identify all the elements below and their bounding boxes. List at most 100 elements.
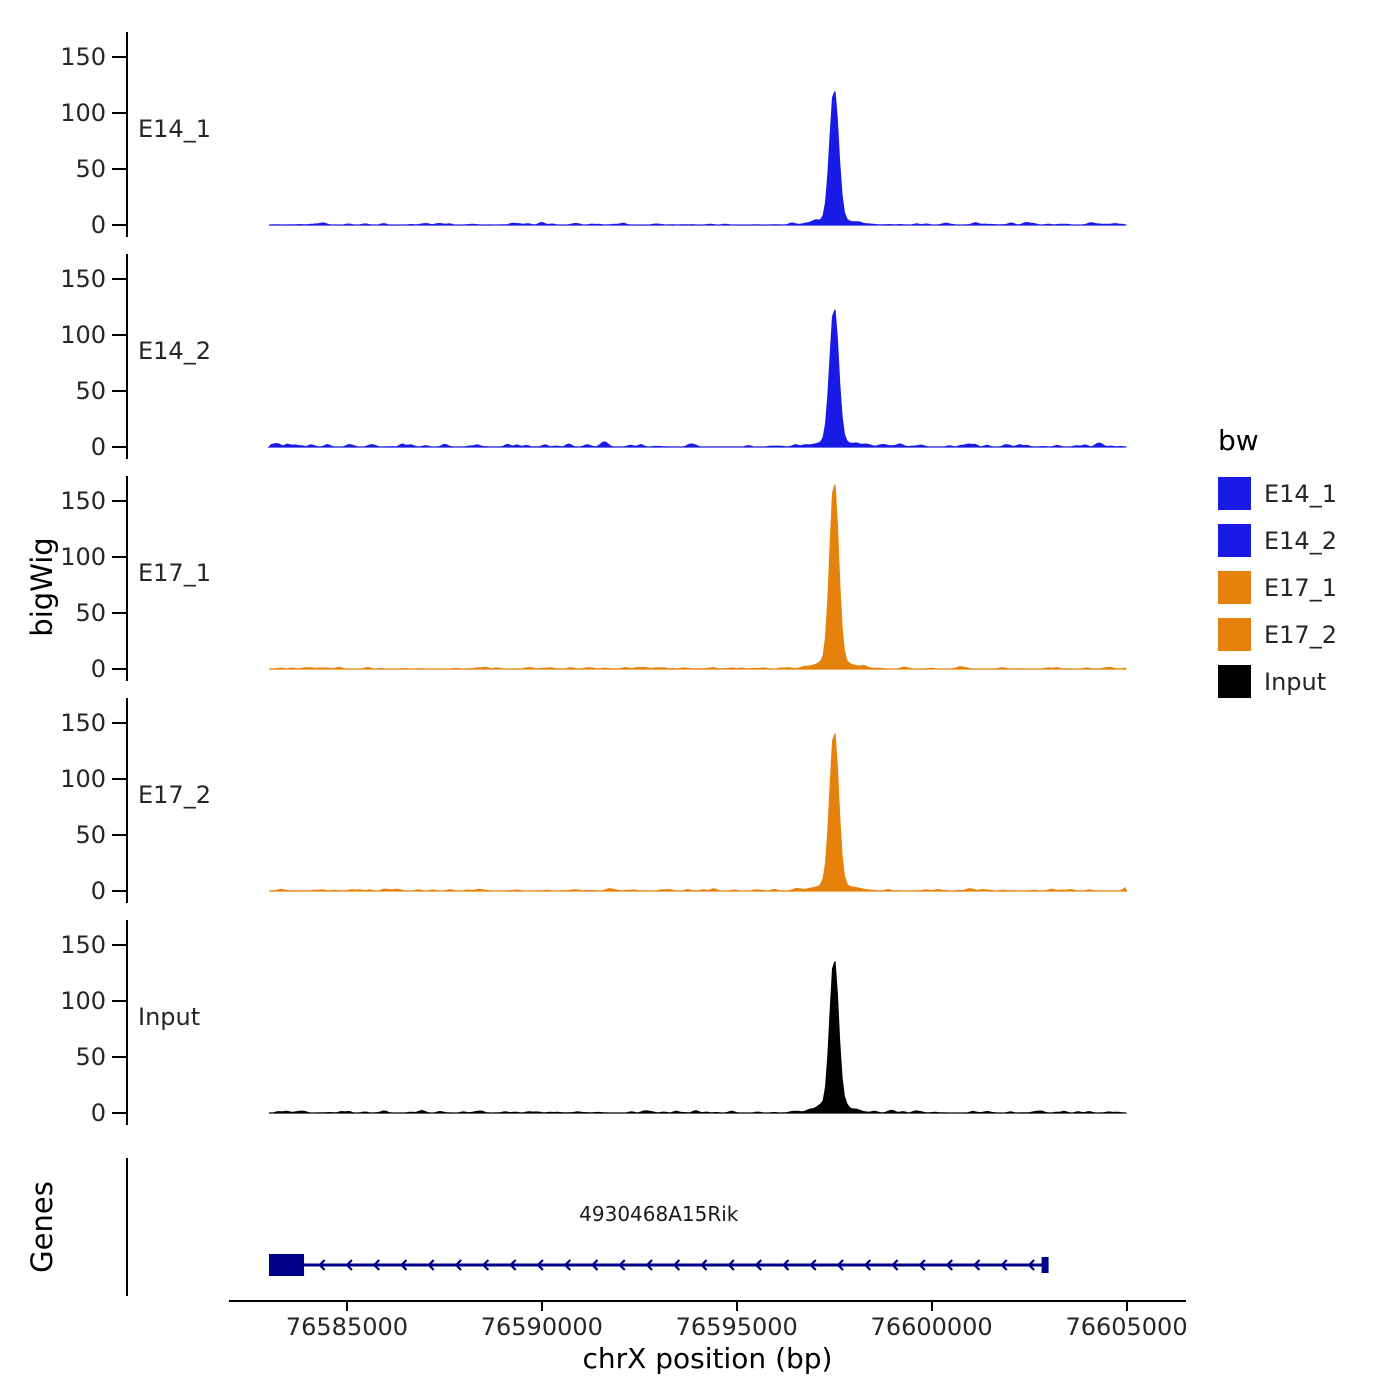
track-signal-E14_1: [269, 91, 1127, 226]
y-tick-label: 150: [60, 265, 106, 293]
y-axis-line: [126, 254, 128, 459]
y-tick-mark: [112, 778, 126, 780]
track-signal-E17_2: [268, 733, 1128, 892]
y-axis-title-genes: Genes: [25, 1181, 59, 1273]
x-tick-mark: [1125, 1302, 1128, 1311]
strand-arrow-icon: [781, 1259, 790, 1271]
x-tick-mark: [540, 1302, 543, 1311]
x-tick-label: 76590000: [480, 1313, 603, 1341]
x-axis-line: [229, 1300, 1186, 1302]
track-label: E14_2: [138, 337, 211, 365]
y-tick-label: 150: [60, 709, 106, 737]
legend-label: E17_1: [1264, 573, 1337, 602]
signal-area-E14_1: [269, 91, 1127, 226]
track-panel-E14_1: 0 50 100 150 E14_1: [0, 32, 1400, 254]
y-tick-label: 50: [75, 377, 106, 405]
y-tick-mark: [112, 890, 126, 892]
y-tick-label: 0: [90, 1099, 106, 1127]
y-tick-mark: [112, 556, 126, 558]
strand-arrow-icon: [891, 1259, 899, 1271]
legend-label: E14_2: [1264, 526, 1337, 555]
x-tick-mark: [930, 1302, 933, 1311]
x-tick-mark: [345, 1302, 348, 1311]
strand-arrow-icon: [427, 1259, 435, 1271]
y-tick-mark: [112, 500, 126, 502]
y-axis-line: [126, 476, 128, 681]
y-axis-line: [126, 698, 128, 903]
strand-arrow-icon: [509, 1259, 517, 1271]
y-tick-mark: [112, 56, 126, 58]
strand-arrow-icon: [836, 1259, 844, 1271]
track-panel-E14_2: 0 50 100 150 E14_2: [0, 254, 1400, 476]
signal-area-Input: [269, 961, 1127, 1114]
strand-arrow-icon: [945, 1259, 954, 1271]
legend-entry-E14_1: E14_1: [1218, 477, 1337, 510]
legend-swatch: [1218, 618, 1251, 651]
y-tick-mark: [112, 112, 126, 114]
legend-entry-E17_1: E17_1: [1218, 571, 1337, 604]
strand-arrow-icon: [318, 1259, 326, 1271]
y-tick-mark: [112, 722, 126, 724]
legend: bw E14_1 E14_2 E17_1 E17_2 Input: [1218, 424, 1337, 712]
x-axis-title: chrX position (bp): [582, 1342, 833, 1375]
y-tick-label: 50: [75, 1043, 106, 1071]
signal-area-E17_2: [268, 733, 1128, 892]
gene-end-cap: [1041, 1257, 1049, 1273]
track-label: Input: [138, 1003, 201, 1031]
strand-arrow-icon: [372, 1259, 381, 1271]
y-tick-label: 0: [90, 211, 106, 239]
y-tick-mark: [112, 668, 126, 670]
strand-arrow-icon: [590, 1259, 599, 1271]
strand-arrow-icon: [454, 1259, 462, 1271]
y-tick-label: 150: [60, 43, 106, 71]
track-label: E14_1: [138, 115, 211, 143]
track-signal-E17_1: [269, 484, 1127, 670]
x-tick-label: 76585000: [285, 1313, 409, 1341]
y-tick-label: 50: [75, 821, 106, 849]
y-tick-label: 0: [90, 655, 106, 683]
y-axis-line: [126, 920, 128, 1125]
y-tick-label: 150: [60, 487, 106, 515]
legend-entry-Input: Input: [1218, 665, 1337, 698]
strand-arrow-icon: [809, 1259, 817, 1271]
legend-entries: E14_1 E14_2 E17_1 E17_2 Input: [1218, 477, 1337, 698]
strand-arrow-icon: [481, 1259, 490, 1271]
y-tick-mark: [112, 1000, 126, 1002]
y-tick-label: 100: [60, 99, 106, 127]
y-tick-label: 50: [75, 155, 106, 183]
legend-swatch: [1218, 477, 1251, 510]
track-signal-E14_2: [267, 309, 1127, 448]
legend-swatch: [1218, 665, 1251, 698]
y-tick-label: 0: [90, 433, 106, 461]
gene-intron-line: [304, 1263, 1049, 1267]
strand-arrow-icon: [672, 1259, 681, 1271]
track-panel-E17_2: 0 50 100 150 E17_2: [0, 698, 1400, 920]
track-label: E17_2: [138, 781, 211, 809]
strand-arrow-icon: [863, 1259, 872, 1271]
track-panel-Input: 0 50 100 150 Input: [0, 920, 1400, 1142]
y-tick-mark: [112, 1056, 126, 1058]
x-tick-mark: [735, 1302, 738, 1311]
y-tick-mark: [112, 168, 126, 170]
genes-axis-line: [126, 1158, 128, 1296]
y-tick-label: 100: [60, 765, 106, 793]
strand-arrow-icon: [618, 1259, 626, 1271]
strand-arrow-icon: [563, 1259, 572, 1271]
y-tick-mark: [112, 224, 126, 226]
legend-entry-E14_2: E14_2: [1218, 524, 1337, 557]
track-label: E17_1: [138, 559, 211, 587]
legend-label: E14_1: [1264, 479, 1337, 508]
x-axis: 76585000 76590000 76595000 76600000 76605000: [0, 1300, 1400, 1360]
x-tick-label: 76600000: [870, 1313, 993, 1341]
y-tick-label: 0: [90, 877, 106, 905]
y-tick-label: 100: [60, 987, 106, 1015]
y-tick-label: 150: [60, 931, 106, 959]
track-signal-Input: [269, 961, 1127, 1114]
gene-exon: [268, 1254, 305, 1276]
legend-label: Input: [1264, 667, 1327, 696]
strand-arrow-icon: [645, 1259, 653, 1271]
strand-arrow-icon: [536, 1259, 544, 1271]
legend-entry-E17_2: E17_2: [1218, 618, 1337, 651]
y-tick-mark: [112, 944, 126, 946]
